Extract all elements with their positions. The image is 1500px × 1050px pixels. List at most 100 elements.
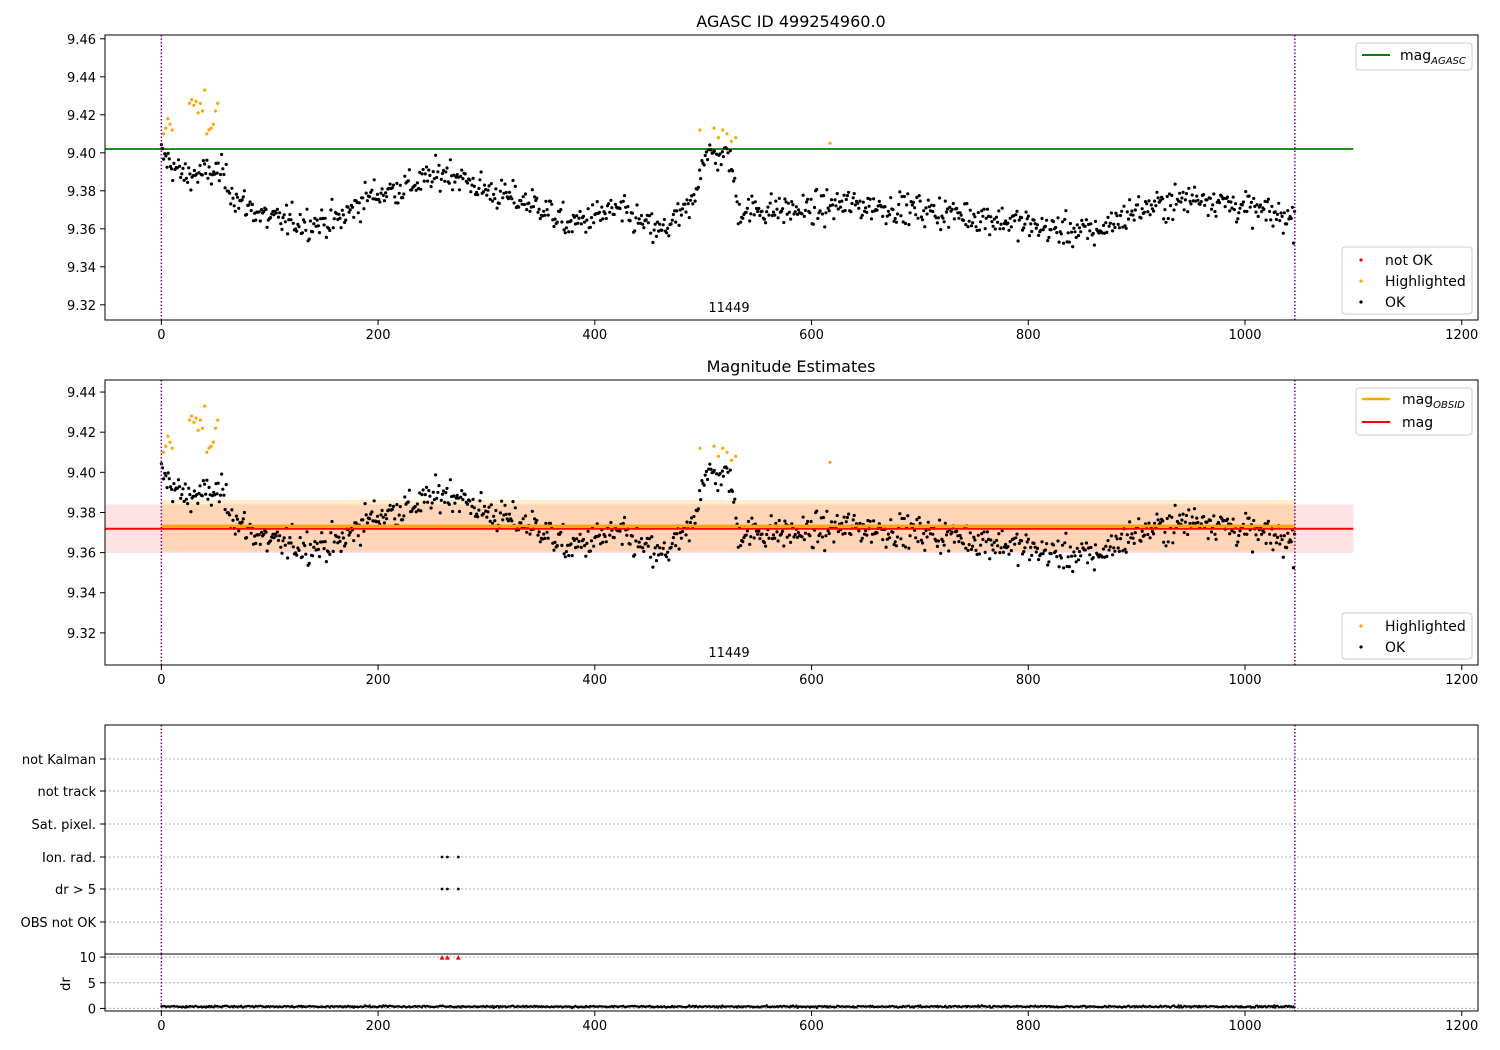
ok-point (943, 199, 947, 203)
ok-point (906, 514, 910, 518)
ok-point (184, 497, 188, 501)
ok-point (869, 217, 874, 221)
ok-point (315, 541, 319, 546)
ok-point (1217, 201, 1222, 205)
ok-point (1113, 225, 1117, 230)
ok-point (476, 193, 480, 197)
ok-point (475, 512, 479, 516)
ok-point (322, 547, 326, 551)
ok-point (1029, 222, 1033, 226)
ok-point (489, 503, 493, 507)
ok-point (445, 166, 449, 170)
ok-point (280, 227, 284, 231)
dr-point (1271, 1006, 1275, 1009)
ok-point (948, 205, 952, 209)
ok-point (297, 225, 301, 229)
ok-point (760, 532, 764, 536)
ok-point (733, 176, 737, 180)
ok-point (592, 221, 596, 225)
ok-point (1073, 554, 1077, 558)
ok-point (1228, 532, 1232, 536)
ok-point (388, 182, 392, 186)
highlighted-point (190, 414, 194, 418)
ok-point (1173, 503, 1177, 507)
ok-point (1255, 203, 1259, 207)
ok-point (504, 190, 508, 195)
panel2-xtick-label: 600 (799, 673, 824, 688)
ok-point (675, 532, 679, 536)
ok-point (189, 510, 193, 514)
ok-point (430, 180, 434, 184)
ok-point (370, 188, 374, 192)
dr-point (1179, 1004, 1183, 1007)
ok-point (175, 166, 179, 170)
ok-point (455, 173, 459, 177)
ok-point (826, 206, 830, 210)
ok-point (1140, 207, 1144, 211)
ok-point (835, 513, 839, 518)
ok-point (1146, 210, 1150, 214)
ok-point (679, 213, 684, 217)
ok-point (665, 231, 669, 235)
ok-point (1167, 192, 1172, 196)
ok-point (843, 531, 847, 535)
ok-point (919, 538, 924, 542)
panel4-ytick-label: 0 (88, 1002, 96, 1017)
ok-point (1125, 210, 1129, 214)
ok-point (443, 179, 447, 183)
ok-point (974, 225, 978, 229)
ok-point (934, 539, 938, 543)
panel1-ytick-label: 9.32 (67, 299, 96, 314)
ok-point (713, 161, 718, 165)
ok-point (453, 180, 457, 184)
ok-point (680, 529, 685, 534)
ok-point (245, 536, 249, 540)
ok-point (463, 493, 467, 497)
ok-point (1142, 210, 1146, 214)
ok-point (796, 530, 801, 535)
ok-point (725, 466, 729, 470)
ok-point (597, 533, 602, 537)
ok-point (521, 195, 525, 199)
ok-point (1163, 208, 1167, 212)
ok-point (727, 489, 731, 493)
ok-point (1232, 208, 1236, 212)
ok-point (291, 545, 295, 549)
ok-point (279, 222, 283, 226)
highlighted-point (734, 136, 738, 140)
ok-point (1004, 219, 1008, 223)
ok-point (477, 508, 481, 512)
ok-point (1080, 542, 1084, 546)
ok-point (403, 174, 407, 178)
ok-point (844, 520, 848, 524)
ok-point (577, 539, 581, 544)
ok-point (223, 507, 227, 512)
ok-point (764, 544, 768, 548)
ok-point (1041, 228, 1045, 232)
ok-point (771, 533, 776, 537)
ok-point (1009, 549, 1013, 553)
ok-point (1254, 533, 1258, 537)
ok-point (719, 163, 723, 167)
ok-point (1046, 563, 1050, 567)
ok-point (545, 208, 549, 212)
ok-point (700, 159, 704, 163)
ok-point (1026, 214, 1030, 218)
ok-point (974, 548, 978, 553)
ok-point (287, 218, 291, 222)
panel2-ytick-label: 9.32 (67, 627, 96, 642)
ok-point (278, 534, 282, 538)
ok-point (166, 151, 170, 155)
ok-point (687, 539, 691, 543)
ok-point (247, 203, 251, 207)
ok-point (528, 532, 532, 536)
ok-point (498, 189, 502, 193)
ok-point (1262, 207, 1266, 211)
ok-point (372, 499, 376, 503)
ok-point (977, 552, 982, 556)
ok-point (530, 509, 534, 513)
ok-point (1024, 533, 1028, 537)
ok-point (493, 197, 497, 201)
ok-point (1123, 224, 1127, 228)
ok-point (1273, 210, 1277, 214)
